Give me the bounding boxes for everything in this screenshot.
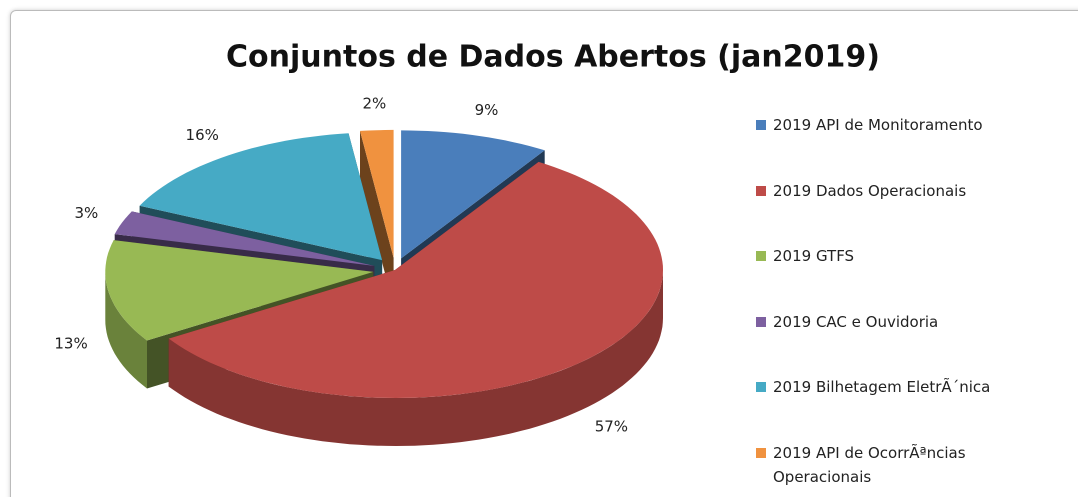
legend-entry: 2019 Dados Operacionais [756,179,1046,203]
legend-swatch [756,251,766,261]
legend-swatch [756,316,766,327]
legend-label: 2019 API de OcorrÃªncias Operacionais [773,443,966,486]
legend-swatch [756,447,766,458]
legend-swatch [756,120,766,130]
legend-entry: 2019 GTFS [756,244,1046,268]
slice-top [114,211,375,266]
legend-swatch [756,382,766,392]
slice-wall [360,130,394,306]
legend-label: 2019 Bilhetagem EletrÃ´nica [773,378,991,396]
legend-label: 2019 Dados Operacionais [773,181,967,200]
slice [168,161,663,446]
data-label: 16% [186,126,219,144]
slice [360,129,394,306]
slice-top [139,133,383,261]
data-label: 57% [595,417,628,435]
slice-top [360,129,394,258]
data-label: 3% [74,204,98,222]
data-label: 2% [363,95,387,113]
legend-entry: 2019 API de Monitoramento [756,113,1046,137]
legend-entry: 2019 Bilhetagem EletrÃ´nica [756,375,1046,399]
chart-frame [10,10,1078,497]
slice-side [105,271,147,389]
legend-label: 2019 CAC e Ouvidoria [773,312,939,331]
data-label: 9% [475,101,499,119]
slice-top [401,130,545,259]
legend-entry: 2019 CAC e Ouvidoria [756,310,1046,334]
slice-top [105,240,374,341]
chart-title: Conjuntos de Dados Abertos (jan2019) [226,40,880,75]
legend-swatch [756,185,766,196]
legend-entry: 2019 API de OcorrÃªncias Operacionais [756,441,1046,489]
slice-top [168,161,663,398]
slice-side [168,270,663,446]
data-label: 13% [54,334,87,352]
legend-label: 2019 GTFS [773,247,855,265]
legend-label: 2019 API de Monitoramento [773,116,983,134]
